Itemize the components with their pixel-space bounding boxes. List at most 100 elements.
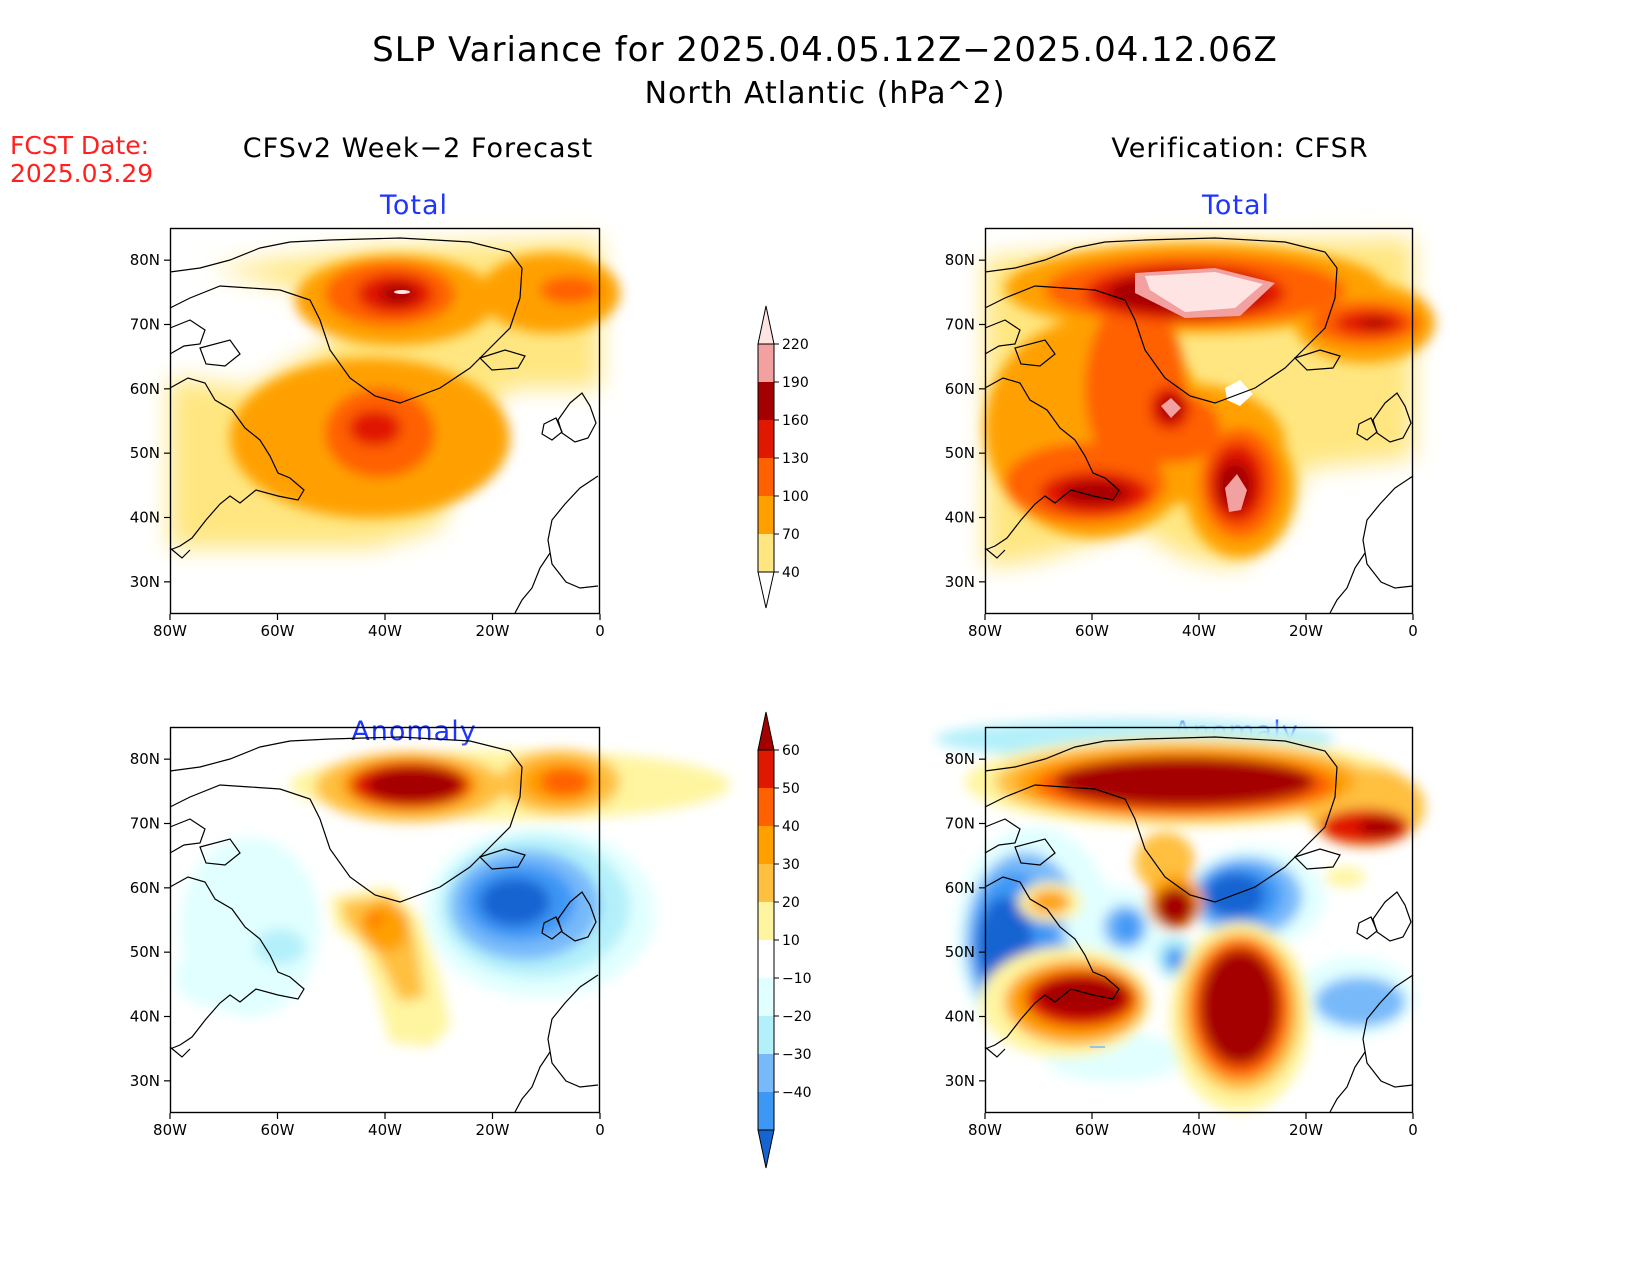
lat-tick-label: 40N (130, 1008, 160, 1026)
map-frame (169, 726, 601, 1114)
map-frame (169, 227, 601, 615)
forecast-anomaly-map: 80N 70N 60N 50N 40N 30N 80W 60W 40W 20W 0 (130, 726, 730, 1139)
forecast-anomaly-field (175, 750, 730, 1047)
lat-tick-label: 40N (945, 509, 975, 527)
lon-tick-label: 0 (1408, 622, 1418, 640)
lon-tick-label: 20W (1289, 622, 1323, 640)
lat-tick-label: 80N (945, 251, 975, 269)
lon-tick-label: 40W (368, 622, 402, 640)
colorbar-tick-label: 40 (782, 565, 800, 581)
lat-tick-label: 80N (130, 251, 160, 269)
lon-tick-label: 80W (153, 622, 187, 640)
colorbar-bin (758, 420, 774, 458)
lat-tick-label: 50N (130, 444, 160, 462)
map-frame (984, 227, 1414, 615)
lat-tick-label: 70N (945, 815, 975, 833)
anomaly-colorbar: 60 50 40 30 20 10 −10 −20 −30 −40 (757, 711, 812, 1169)
lat-tick-label: 30N (945, 1072, 975, 1090)
lon-tick-label: 80W (968, 1121, 1002, 1139)
colorbar-bin (758, 940, 774, 978)
lat-tick-label: 60N (945, 879, 975, 897)
verification-anomaly-field (935, 719, 1425, 1112)
colorbar-tick-label: 70 (782, 527, 800, 543)
colorbar-bin (758, 496, 774, 534)
colorbar-tick-label: 20 (782, 895, 800, 911)
colorbar-tick-label: −30 (782, 1047, 812, 1063)
lat-tick-label: 50N (945, 943, 975, 961)
verification-column-title: Verification: CFSR (1111, 133, 1369, 164)
lat-tick-label: 40N (130, 509, 160, 527)
colorbar-bin (758, 978, 774, 1016)
lat-tick-label: 60N (130, 380, 160, 398)
main-subtitle: North Atlantic (hPa^2) (644, 76, 1006, 111)
colorbar-over-triangle (757, 305, 775, 345)
lon-tick-label: 0 (595, 1121, 605, 1139)
lon-tick-label: 40W (1182, 1121, 1216, 1139)
lon-tick-label: 20W (1289, 1121, 1323, 1139)
main-title: SLP Variance for 2025.04.05.12Z−2025.04.… (372, 30, 1278, 70)
lat-tick-label: 80N (945, 750, 975, 768)
forecast-total-map: 80N 70N 60N 50N 40N 30N 80W 60W 40W 20W 0 (130, 227, 620, 640)
forecast-anomaly-subtitle: Anomaly (351, 716, 477, 747)
lon-tick-label: 60W (261, 622, 295, 640)
lat-tick-label: 30N (945, 573, 975, 591)
total-colorbar: 40 70 100 130 160 190 220 (757, 305, 809, 609)
colorbar-tick-label: 40 (782, 819, 800, 835)
colorbar-bin (758, 1016, 774, 1054)
lon-tick-label: 60W (1075, 622, 1109, 640)
colorbar-bin (758, 826, 774, 864)
colorbar-tick-label: 60 (782, 743, 800, 759)
colorbar-bin (758, 344, 774, 382)
lat-tick-label: 70N (945, 316, 975, 334)
lat-tick-label: 70N (130, 316, 160, 334)
colorbar-under-triangle (757, 571, 775, 609)
colorbar-over-triangle (757, 711, 775, 751)
fcst-date-label: FCST Date: (10, 131, 150, 160)
lat-tick-label: 30N (130, 1072, 160, 1090)
lat-tick-label: 70N (130, 815, 160, 833)
lat-tick-label: 60N (945, 380, 975, 398)
colorbar-tick-label: 220 (782, 337, 809, 353)
lat-tick-label: 80N (130, 750, 160, 768)
colorbar-tick-label: 130 (782, 451, 809, 467)
colorbar-bin (758, 534, 774, 572)
lon-tick-label: 0 (595, 622, 605, 640)
colorbar-tick-label: 190 (782, 375, 809, 391)
map-frame (984, 726, 1414, 1114)
forecast-total-field (170, 238, 620, 548)
lon-tick-label: 80W (968, 622, 1002, 640)
verification-total-field (985, 238, 1435, 568)
lon-tick-label: 60W (261, 1121, 295, 1139)
lon-tick-label: 80W (153, 1121, 187, 1139)
colorbar-tick-label: −10 (782, 971, 812, 987)
lon-tick-label: 0 (1408, 1121, 1418, 1139)
colorbar-bin (758, 1054, 774, 1092)
lat-tick-label: 60N (130, 879, 160, 897)
forecast-total-subtitle: Total (379, 190, 449, 221)
lon-tick-label: 40W (368, 1121, 402, 1139)
colorbar-bin (758, 788, 774, 826)
colorbar-tick-label: 10 (782, 933, 800, 949)
colorbar-bin (758, 382, 774, 420)
verification-total-subtitle: Total (1201, 190, 1271, 221)
colorbar-bin (758, 864, 774, 902)
colorbar-tick-label: 50 (782, 781, 800, 797)
lat-tick-label: 40N (945, 1008, 975, 1026)
lat-tick-label: 50N (130, 943, 160, 961)
colorbar-bin (758, 1092, 774, 1130)
colorbar-bin (758, 902, 774, 940)
colorbar-tick-label: 30 (782, 857, 800, 873)
colorbar-tick-label: 100 (782, 489, 809, 505)
lon-tick-label: 60W (1075, 1121, 1109, 1139)
fcst-date-value: 2025.03.29 (10, 159, 154, 188)
verification-total-map: 80N 70N 60N 50N 40N 30N 80W 60W 40W 20W 0 (945, 227, 1435, 640)
forecast-column-title: CFSv2 Week−2 Forecast (242, 133, 594, 164)
lon-tick-label: 20W (476, 1121, 510, 1139)
colorbar-bin (758, 458, 774, 496)
colorbar-bin (758, 750, 774, 788)
colorbar-under-triangle (757, 1129, 775, 1169)
lon-tick-label: 40W (1182, 622, 1216, 640)
lon-tick-label: 20W (476, 622, 510, 640)
lat-tick-label: 50N (945, 444, 975, 462)
colorbar-tick-label: −40 (782, 1085, 812, 1101)
